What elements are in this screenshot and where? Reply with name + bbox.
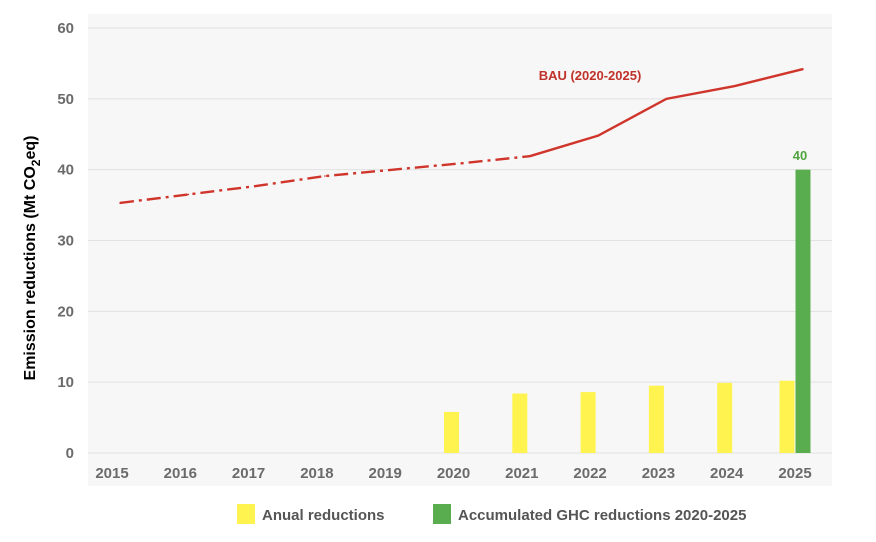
x-tick-label: 2020 <box>437 465 470 482</box>
bau-point <box>802 68 804 70</box>
legend-label-annual: Anual reductions <box>262 507 385 524</box>
y-axis-ticks: 0 10 20 30 40 50 60 <box>57 20 74 462</box>
y-axis-label: Emission reductions (Mt CO2eq) <box>22 136 43 381</box>
y-tick-label: 40 <box>57 162 74 179</box>
bar-annual-reduction <box>648 385 664 453</box>
x-tick-label: 2015 <box>95 465 128 482</box>
x-tick-label: 2021 <box>505 465 538 482</box>
x-tick-label: 2024 <box>710 465 744 482</box>
legend-swatch-accumulated <box>433 504 451 524</box>
legend-label-accumulated: Accumulated GHC reductions 2020-2025 <box>458 507 746 524</box>
bars <box>444 169 811 453</box>
y-tick-label: 10 <box>57 374 74 391</box>
bar-annual-reduction <box>512 393 528 453</box>
accumulated-value-label: 40 <box>793 148 807 163</box>
x-tick-label: 2025 <box>778 465 811 482</box>
bau-point <box>255 185 258 187</box>
x-tick-label: 2017 <box>232 465 265 482</box>
x-tick-label: 2019 <box>369 465 402 482</box>
x-tick-label: 2018 <box>300 465 333 482</box>
bar-annual-reduction <box>717 382 733 453</box>
bau-point <box>529 155 531 158</box>
bar-annual-reduction <box>779 380 795 453</box>
bau-point <box>460 162 463 165</box>
y-tick-label: 30 <box>57 233 74 250</box>
bau-point <box>324 175 326 177</box>
x-tick-label: 2022 <box>573 465 606 482</box>
x-axis-ticks: 2015 2016 2017 2018 2019 2020 2021 2022 2023 2024… <box>95 465 811 482</box>
y-tick-label: 20 <box>57 303 74 320</box>
bar-accumulated-reduction <box>795 169 811 453</box>
legend: Anual reductions Accumulated GHC reducti… <box>237 504 746 524</box>
x-tick-label: 2023 <box>642 465 675 482</box>
y-tick-label: 60 <box>57 20 74 37</box>
bau-point <box>597 134 599 137</box>
bau-line <box>119 67 804 205</box>
bau-point <box>119 202 121 204</box>
y-tick-label: 0 <box>66 445 74 462</box>
bar-annual-reduction <box>444 411 459 453</box>
grid-lines <box>88 14 832 486</box>
bau-point <box>665 98 668 100</box>
bau-line-label: BAU (2020-2025) <box>539 68 642 83</box>
bar-annual-reduction <box>580 392 596 453</box>
bau-point <box>733 85 736 87</box>
legend-swatch-annual <box>237 504 255 524</box>
x-tick-label: 2016 <box>164 465 197 482</box>
bau-point <box>187 193 190 196</box>
y-tick-label: 50 <box>57 91 74 108</box>
plot-background <box>88 14 832 486</box>
bau-point <box>392 168 395 171</box>
